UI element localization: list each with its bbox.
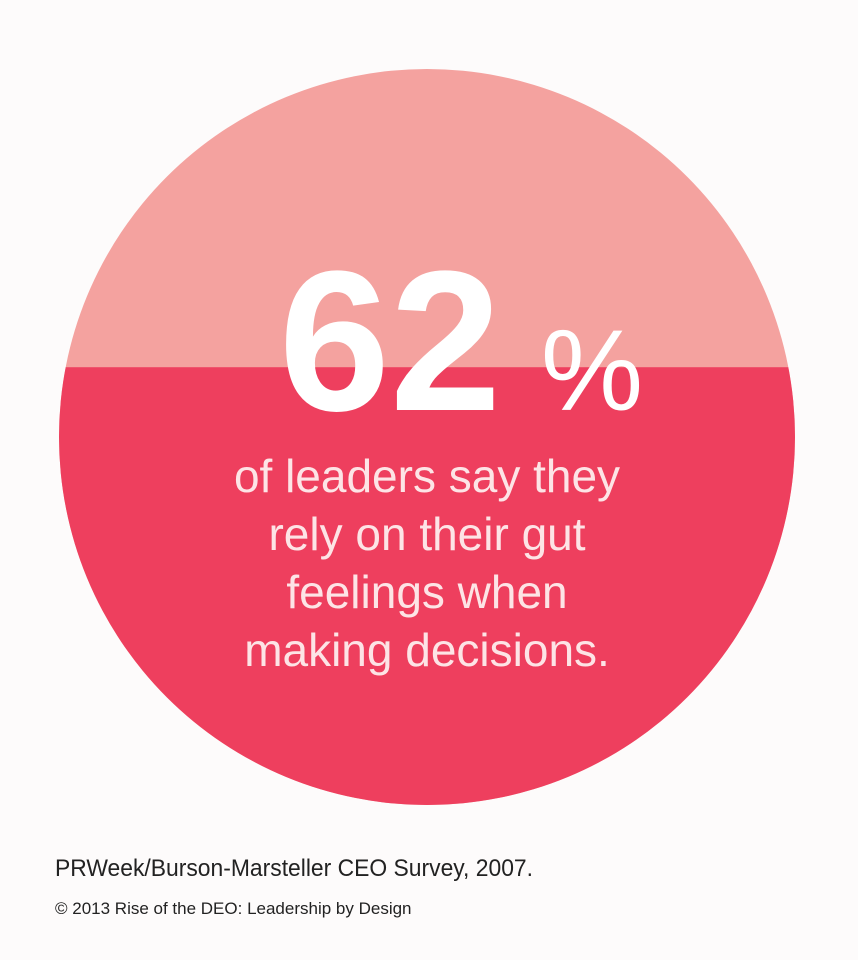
source: PRWeek/Burson-Marsteller CEO Survey, 200… [55, 855, 533, 882]
big-value: 62 [279, 230, 501, 453]
copyright: © 2013 Rise of the DEO: Leadership by De… [55, 899, 412, 918]
description-line: making decisions. [244, 624, 610, 676]
description: of leaders say they rely on their gut feel… [234, 450, 620, 676]
description-line: feelings when [286, 566, 567, 618]
gauge [59, 69, 795, 805]
description-line: rely on their gut [268, 508, 585, 560]
description-line: of leaders say they [234, 450, 620, 502]
unit: % [541, 307, 643, 435]
